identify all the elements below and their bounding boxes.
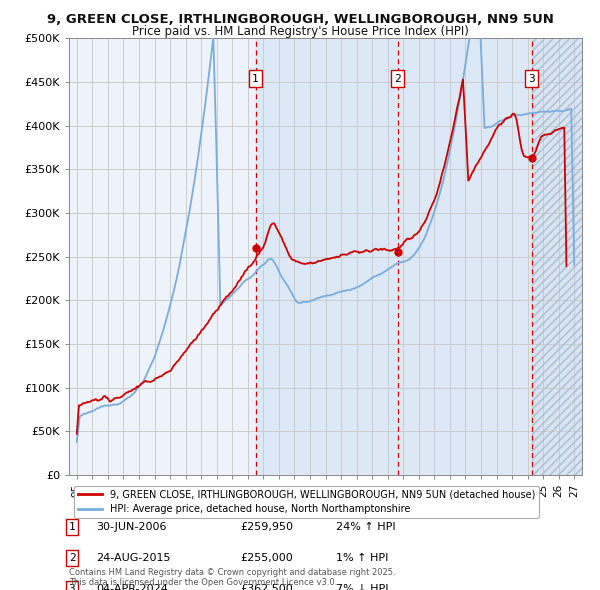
Text: £362,500: £362,500	[240, 584, 293, 590]
Text: 30-JUN-2006: 30-JUN-2006	[96, 522, 167, 532]
Text: 1% ↑ HPI: 1% ↑ HPI	[336, 553, 388, 563]
Text: 1: 1	[68, 522, 76, 532]
Text: 24-AUG-2015: 24-AUG-2015	[96, 553, 170, 563]
Bar	[532, 38, 582, 475]
Text: 3: 3	[68, 584, 76, 590]
Text: 9, GREEN CLOSE, IRTHLINGBOROUGH, WELLINGBOROUGH, NN9 5UN: 9, GREEN CLOSE, IRTHLINGBOROUGH, WELLING…	[47, 13, 553, 26]
Text: 3: 3	[529, 74, 535, 84]
Text: 7% ↓ HPI: 7% ↓ HPI	[336, 584, 389, 590]
Text: 04-APR-2024: 04-APR-2024	[96, 584, 168, 590]
Text: 2: 2	[68, 553, 76, 563]
Text: 24% ↑ HPI: 24% ↑ HPI	[336, 522, 395, 532]
Text: 2: 2	[394, 74, 401, 84]
Legend: 9, GREEN CLOSE, IRTHLINGBOROUGH, WELLINGBOROUGH, NN9 5UN (detached house), HPI: : 9, GREEN CLOSE, IRTHLINGBOROUGH, WELLING…	[74, 486, 539, 519]
Text: 1: 1	[252, 74, 259, 84]
Text: £255,000: £255,000	[240, 553, 293, 563]
Text: £259,950: £259,950	[240, 522, 293, 532]
Text: Contains HM Land Registry data © Crown copyright and database right 2025.
This d: Contains HM Land Registry data © Crown c…	[69, 568, 395, 587]
Text: Price paid vs. HM Land Registry's House Price Index (HPI): Price paid vs. HM Land Registry's House …	[131, 25, 469, 38]
Bar	[256, 38, 532, 475]
Bar	[532, 38, 582, 475]
